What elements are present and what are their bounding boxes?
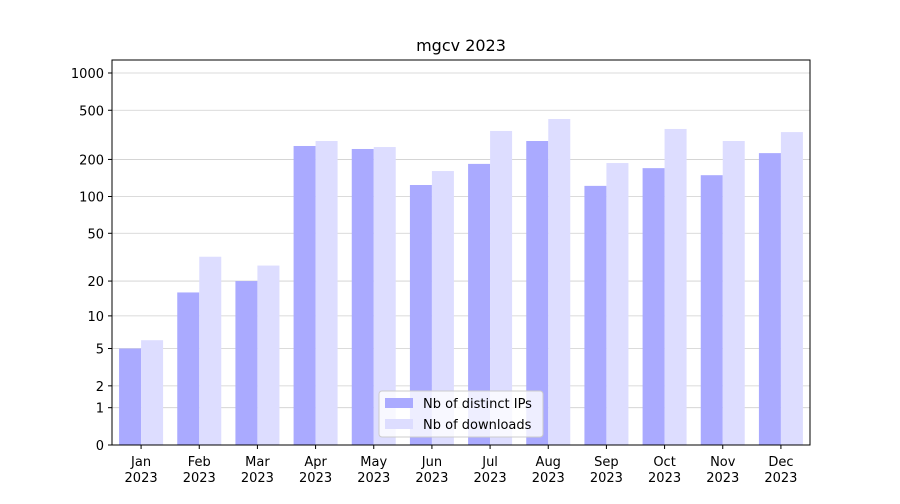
y-tick-label: 5: [96, 343, 104, 358]
bar: [373, 147, 396, 445]
y-tick-label: 10: [87, 310, 104, 325]
y-tick-label: 1000: [71, 67, 104, 82]
bar: [758, 153, 781, 445]
x-tick-label: Feb 2023: [183, 455, 216, 486]
x-tick-label: Mar 2023: [241, 455, 274, 486]
bar: [351, 148, 374, 446]
y-tick-label: 50: [87, 227, 104, 242]
x-tick-label: Jun 2023: [415, 455, 448, 486]
x-tick-label: Jul 2023: [474, 455, 507, 486]
y-tick-label: 20: [87, 275, 104, 290]
y-tick-label: 100: [79, 190, 104, 205]
bar: [431, 171, 454, 445]
bar: [177, 292, 200, 445]
plot-frame: [111, 59, 811, 446]
bar: [235, 281, 258, 445]
bar: [199, 256, 222, 445]
y-tick-label: 2: [96, 380, 104, 395]
bar: [119, 348, 142, 445]
bar: [584, 185, 607, 445]
bar: [548, 118, 571, 445]
y-tick-label: 0: [96, 439, 104, 454]
bar: [257, 265, 280, 445]
x-tick-label: Oct 2023: [648, 455, 681, 486]
x-tick-label: Aug 2023: [532, 455, 565, 486]
y-tick-label: 500: [79, 104, 104, 119]
x-tick-label: Dec 2023: [764, 455, 797, 486]
bar: [293, 145, 316, 445]
bar: [700, 175, 723, 445]
y-tick-label: 1: [96, 402, 104, 417]
x-tick-label: Apr 2023: [299, 455, 332, 486]
x-tick-label: May 2023: [357, 455, 390, 486]
legend-label: Nb of downloads: [423, 418, 532, 433]
bar: [409, 185, 432, 445]
legend-label: Nb of distinct IPs: [423, 397, 532, 412]
x-tick-label: Sep 2023: [590, 455, 623, 486]
x-tick-label: Jan 2023: [125, 455, 158, 486]
bar: [606, 163, 629, 445]
legend-swatch: [385, 398, 413, 408]
bar: [468, 163, 491, 446]
x-tick-label: Nov 2023: [706, 455, 739, 486]
bar: [664, 128, 687, 445]
bar: [722, 141, 745, 445]
bar: [642, 168, 665, 445]
bar: [141, 340, 164, 445]
y-tick-label: 200: [79, 153, 104, 168]
bar: [315, 141, 338, 445]
bar: [780, 132, 803, 445]
bar: [526, 141, 549, 445]
legend-box: [378, 390, 544, 438]
legend-swatch: [385, 419, 413, 429]
bar: [490, 130, 513, 445]
chart-title: mgcv 2023: [416, 36, 506, 55]
